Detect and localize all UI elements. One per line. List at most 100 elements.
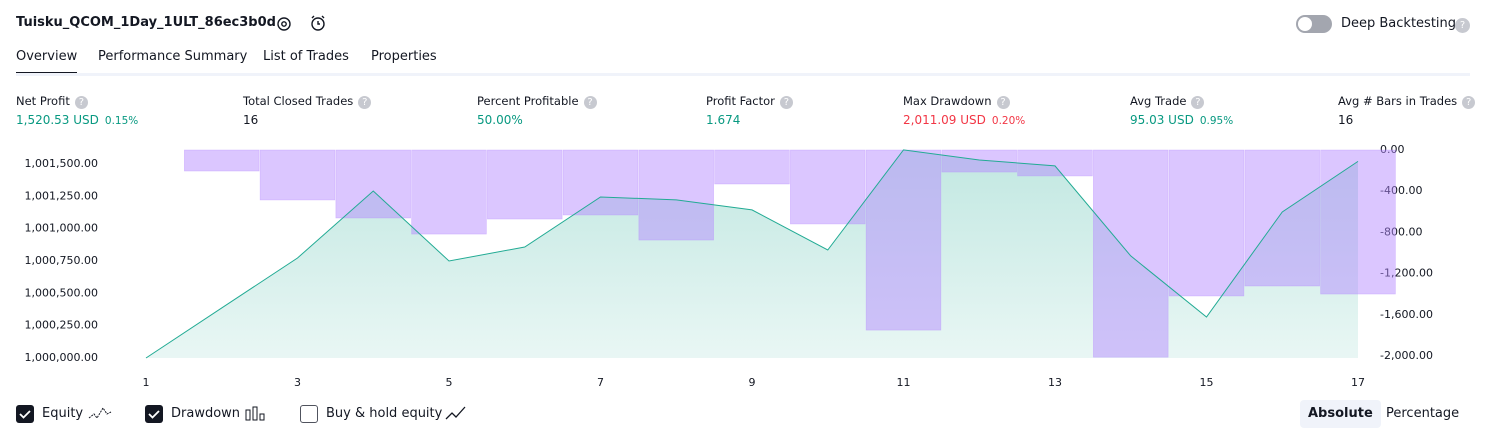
y2-tick-label: -2,000.00 (1380, 349, 1433, 362)
metric-label-text: Percent Profitable (477, 94, 579, 108)
metric-percent: 0.20% (991, 115, 1026, 127)
metric-label: Percent Profitable? (477, 94, 597, 109)
equity-area (146, 149, 1358, 358)
metric-value: 16 (243, 113, 258, 127)
metric-value: 95.03 USD 0.95% (1130, 113, 1233, 127)
drawdown-bar (1093, 149, 1169, 358)
drawdown-bar (184, 149, 260, 172)
drawdown-bar (411, 149, 487, 235)
x-tick-label: 3 (294, 376, 301, 389)
y2-tick-label: -400.00 (1380, 184, 1422, 197)
equity-icon (88, 407, 112, 419)
deep-backtesting-toggle[interactable] (1296, 15, 1332, 33)
toggle-label: Deep Backtesting (1341, 16, 1457, 31)
metric-label: Avg Trade? (1130, 94, 1205, 109)
metric-value-text: 1.674 (706, 113, 741, 127)
drawdown-bar (259, 149, 336, 201)
metric-value: 50.00% (477, 113, 523, 127)
drawdown-bar (335, 149, 411, 219)
metric-value-text: 95.03 USD (1130, 113, 1194, 127)
drawdown-bar (941, 149, 1017, 173)
help-icon[interactable]: ? (1462, 96, 1476, 109)
help-icon[interactable]: ? (1455, 18, 1470, 33)
metric-percent: 0.95% (1199, 115, 1234, 127)
mode-button[interactable]: Percentage (1386, 406, 1460, 421)
metric-label-text: Net Profit (16, 94, 70, 108)
strategy-title: Tuisku_QCOM_1Day_1ULT_86ec3b0d (16, 15, 276, 30)
x-tick-label: 17 (1351, 376, 1365, 389)
metric-label: Profit Factor? (706, 94, 793, 109)
x-tick-label: 7 (597, 376, 604, 389)
metric-value: 16 (1338, 113, 1353, 127)
tab-divider (16, 73, 1470, 76)
help-icon[interactable]: ? (74, 96, 88, 109)
metric-label-text: Avg # Bars in Trades (1338, 94, 1458, 108)
drawdown-bar (638, 149, 714, 241)
help-icon[interactable]: ? (583, 96, 597, 109)
metric-value-text: 1,520.53 USD (16, 113, 99, 127)
metric-label-text: Avg Trade (1130, 94, 1187, 108)
y2-tick-label: -1,200.00 (1380, 267, 1433, 280)
metric-value-text: 16 (243, 113, 259, 127)
drawdown-bar (714, 149, 790, 185)
legend-label: Equity (42, 406, 84, 421)
metric-label: Total Closed Trades? (243, 94, 372, 109)
y-tick-label: 1,000,750.00 (25, 254, 98, 267)
checkbox[interactable] (16, 405, 34, 423)
drawdown-icon (245, 406, 265, 421)
checkbox[interactable] (145, 405, 163, 423)
x-tick-label: 15 (1200, 376, 1214, 389)
checkbox[interactable] (300, 405, 318, 423)
y-tick-label: 1,000,250.00 (25, 319, 98, 332)
metric-value-text: 2,011.09 USD (903, 113, 986, 127)
metric-value: 1.674 (706, 113, 740, 127)
y-tick-label: 1,001,000.00 (25, 222, 98, 235)
drawdown-bar (1168, 149, 1245, 297)
legend-label: Drawdown (171, 406, 241, 421)
metric-label: Net Profit? (16, 94, 88, 109)
metric-label: Max Drawdown? (903, 94, 1010, 109)
mode-button[interactable]: Absolute (1300, 400, 1381, 428)
y2-tick-label: -800.00 (1380, 225, 1422, 238)
metric-value: 1,520.53 USD 0.15% (16, 113, 138, 127)
x-tick-label: 1 (143, 376, 150, 389)
metric-value-text: 50.00% (477, 113, 523, 127)
alert-icon[interactable] (309, 14, 329, 34)
check-mark (19, 410, 31, 419)
x-tick-label: 13 (1048, 376, 1062, 389)
drawdown-bar (790, 149, 866, 225)
y-tick-label: 1,001,500.00 (25, 157, 98, 170)
x-tick-label: 11 (897, 376, 911, 389)
metric-label-text: Total Closed Trades (243, 94, 354, 108)
tab[interactable]: Properties (371, 49, 437, 64)
y-tick-label: 1,001,250.00 (25, 189, 98, 202)
drawdown-bar (1017, 149, 1093, 177)
legend-icon (445, 404, 469, 426)
tab[interactable]: Performance Summary (98, 49, 248, 64)
help-icon[interactable]: ? (779, 96, 793, 109)
check-mark (148, 410, 160, 419)
x-tick-label: 9 (749, 376, 756, 389)
metric-label: Avg # Bars in Trades? (1338, 94, 1476, 109)
drawdown-bar (487, 149, 563, 220)
help-icon[interactable]: ? (996, 96, 1010, 109)
drawdown-bar (562, 149, 639, 216)
legend-icon (88, 404, 112, 426)
y2-tick-label: 0.00 (1380, 143, 1405, 156)
x-tick-label: 5 (446, 376, 453, 389)
y2-tick-label: -1,600.00 (1380, 308, 1433, 321)
legend-label: Buy & hold equity (326, 406, 443, 421)
help-icon[interactable]: ? (1191, 96, 1205, 109)
legend-icon (245, 404, 267, 426)
tab[interactable]: List of Trades (263, 49, 349, 64)
y-tick-label: 1,000,000.00 (25, 351, 98, 364)
metric-value: 2,011.09 USD 0.20% (903, 113, 1025, 127)
metric-percent: 0.15% (104, 115, 139, 127)
settings-icon[interactable] (275, 15, 293, 33)
buy-hold-icon (445, 406, 466, 420)
equity-line (145, 149, 1359, 359)
tab[interactable]: Overview (16, 49, 78, 64)
help-icon[interactable]: ? (358, 96, 372, 109)
metric-label-text: Max Drawdown (903, 94, 992, 108)
y-tick-label: 1,000,500.00 (25, 286, 98, 299)
